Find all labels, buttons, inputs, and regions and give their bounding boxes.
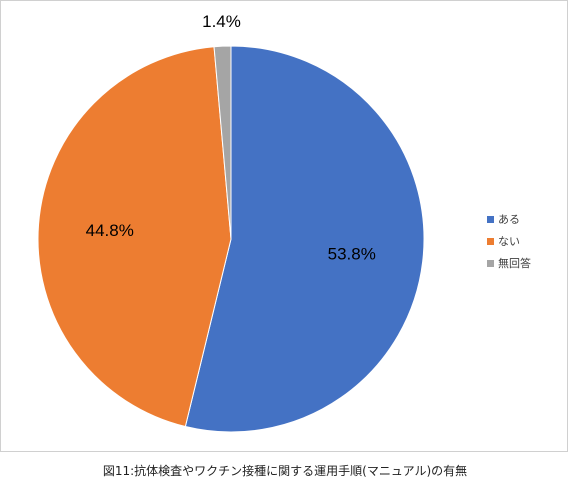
legend-label-nai: ない <box>498 235 520 248</box>
figure-caption: 図11:抗体検査やワクチン接種に関する運用手順(マニュアル)の有無 <box>102 464 468 478</box>
legend-swatch-mukaitou <box>487 259 494 267</box>
legend-label-aru: ある <box>498 213 520 226</box>
legend-label-mukaitou: 無回答 <box>498 257 531 270</box>
data-label-aru: 53.8% <box>328 244 376 263</box>
legend-item-mukaitou: 無回答 <box>487 252 531 274</box>
slice-mukaitou <box>213 45 232 240</box>
legend-swatch-aru <box>487 215 494 223</box>
slice-nai <box>37 46 232 428</box>
legend-item-nai: ない <box>487 230 531 252</box>
slice-aru <box>184 45 425 433</box>
legend-item-aru: ある <box>487 208 531 230</box>
data-label-nai: 44.8% <box>86 221 134 240</box>
chart-area: 53.8% 44.8% 1.4% ある ない 無回答 <box>0 0 568 452</box>
data-label-mukaitou: 1.4% <box>202 12 241 31</box>
legend-swatch-nai <box>487 237 494 245</box>
pie-chart: 53.8% 44.8% 1.4% <box>37 12 425 433</box>
legend: ある ない 無回答 <box>487 208 531 274</box>
